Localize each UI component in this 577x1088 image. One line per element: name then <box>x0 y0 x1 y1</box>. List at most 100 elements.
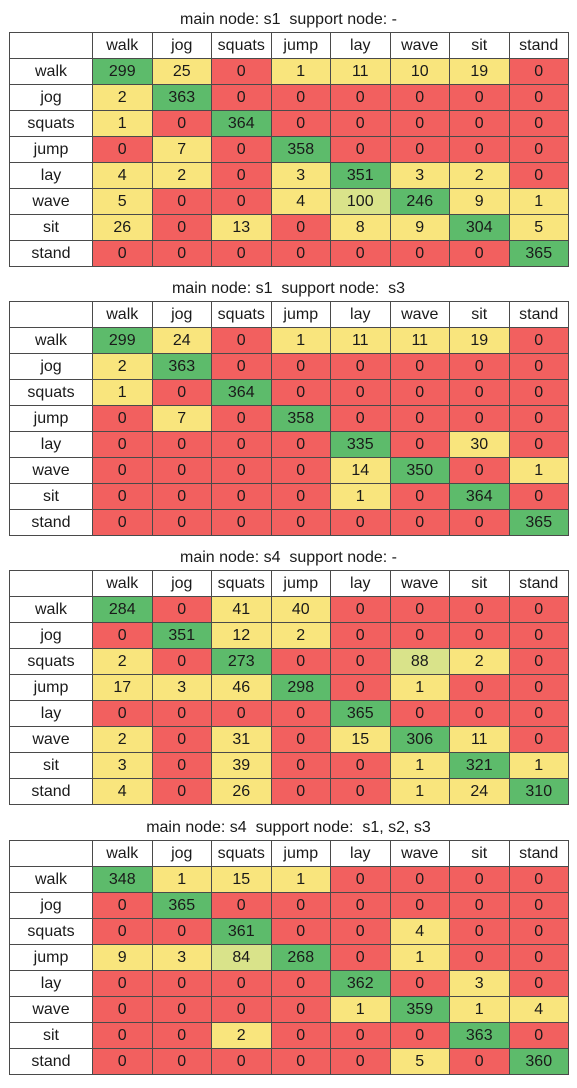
matrix-cell: 8 <box>330 214 391 241</box>
matrix-cell: 0 <box>211 84 272 111</box>
column-header-squats: squats <box>211 32 272 59</box>
table-row: squats 2 0 273 0 0 88 2 0 <box>9 648 569 675</box>
matrix-cell: 0 <box>92 431 153 458</box>
matrix-cell: 0 <box>270 996 331 1023</box>
matrix-cell: 0 <box>389 700 450 727</box>
matrix-title: main node: s1 support node: - <box>179 11 398 28</box>
matrix-cell: 0 <box>211 327 272 354</box>
matrix-cell: 358 <box>270 136 331 163</box>
matrix-cell: 0 <box>151 188 212 215</box>
table-row: walk 299 25 0 1 11 10 19 0 <box>9 58 569 85</box>
matrix-cell: 0 <box>508 622 569 649</box>
column-header-walk: walk <box>92 570 153 597</box>
matrix-cell: 0 <box>151 1048 212 1075</box>
matrix-cell: 298 <box>270 674 331 701</box>
matrix-cell: 4 <box>508 996 569 1023</box>
matrix-cell: 9 <box>92 944 153 971</box>
matrix-cell: 0 <box>330 944 391 971</box>
matrix-cell: 3 <box>389 162 450 189</box>
table-row: squats 0 0 361 0 0 4 0 0 <box>9 918 569 945</box>
matrix-cell: 364 <box>211 110 272 137</box>
row-header-wave: wave <box>9 726 93 753</box>
row-header-jog: jog <box>9 353 93 380</box>
matrix-cell: 0 <box>508 353 569 380</box>
table-row: stand 0 0 0 0 0 5 0 360 <box>9 1048 569 1075</box>
row-header-stand: stand <box>9 778 93 805</box>
matrix-cell: 0 <box>211 1048 272 1075</box>
matrix-cell: 0 <box>508 596 569 623</box>
row-header-wave: wave <box>9 188 93 215</box>
matrix-cell: 0 <box>92 970 153 997</box>
matrix-cell: 9 <box>449 188 510 215</box>
matrix-cell: 0 <box>508 892 569 919</box>
matrix-cell: 0 <box>211 892 272 919</box>
table-row: stand 4 0 26 0 0 1 24 310 <box>9 778 569 805</box>
row-header-jog: jog <box>9 622 93 649</box>
column-header-sit: sit <box>449 840 510 867</box>
table-row: wave 5 0 0 4 100 246 9 1 <box>9 188 569 215</box>
table-row: lay 4 2 0 3 351 3 2 0 <box>9 162 569 189</box>
matrix-cell: 0 <box>449 84 510 111</box>
matrix-cell: 0 <box>211 58 272 85</box>
matrix-cell: 350 <box>389 457 450 484</box>
matrix-cell: 13 <box>211 214 272 241</box>
table-row: sit 0 0 2 0 0 0 363 0 <box>9 1022 569 1049</box>
matrix-cell: 363 <box>151 84 212 111</box>
matrix-cell: 15 <box>211 866 272 893</box>
matrix-cell: 299 <box>92 327 153 354</box>
table-row: wave 0 0 0 0 14 350 0 1 <box>9 457 569 484</box>
table-row: jog 2 363 0 0 0 0 0 0 <box>9 353 569 380</box>
confusion-matrix-1: main node: s1 support node: - walk jog squa… <box>9 8 569 267</box>
table-row: walk 348 1 15 1 0 0 0 0 <box>9 866 569 893</box>
matrix-cell: 0 <box>330 918 391 945</box>
matrix-cell: 0 <box>330 778 391 805</box>
matrix-cell: 1 <box>92 379 153 406</box>
table-row: squats 1 0 364 0 0 0 0 0 <box>9 379 569 406</box>
row-header-wave: wave <box>9 996 93 1023</box>
matrix-cell: 0 <box>330 866 391 893</box>
matrix-cell: 0 <box>449 353 510 380</box>
matrix-cell: 4 <box>270 188 331 215</box>
matrix-cell: 0 <box>211 353 272 380</box>
matrix-cell: 0 <box>270 918 331 945</box>
matrix-cell: 0 <box>330 110 391 137</box>
column-header-stand: stand <box>508 301 569 328</box>
matrix-cell: 0 <box>92 996 153 1023</box>
matrix-cell: 5 <box>92 188 153 215</box>
matrix-cell: 0 <box>508 110 569 137</box>
matrix-cell: 0 <box>151 379 212 406</box>
matrix-cell: 0 <box>389 866 450 893</box>
matrix-cell: 0 <box>151 110 212 137</box>
row-header-sit: sit <box>9 483 93 510</box>
table-row: jog 0 365 0 0 0 0 0 0 <box>9 892 569 919</box>
matrix-cell: 0 <box>92 1048 153 1075</box>
matrix-cell: 5 <box>389 1048 450 1075</box>
matrix-cell: 0 <box>449 405 510 432</box>
matrix-cell: 0 <box>330 674 391 701</box>
matrix-cell: 11 <box>330 58 391 85</box>
column-header-jog: jog <box>151 570 212 597</box>
matrix-cell: 31 <box>211 726 272 753</box>
column-header-jump: jump <box>270 32 331 59</box>
column-header-stand: stand <box>508 570 569 597</box>
matrix-cell: 30 <box>449 431 510 458</box>
matrix-cell: 1 <box>330 483 391 510</box>
matrix-cell: 3 <box>151 944 212 971</box>
column-header-sit: sit <box>449 32 510 59</box>
table-row: sit 26 0 13 0 8 9 304 5 <box>9 214 569 241</box>
header-row: walk jog squats jump lay wave sit stand <box>9 840 569 867</box>
matrix-cell: 1 <box>270 327 331 354</box>
matrix-cell: 0 <box>270 726 331 753</box>
corner-cell <box>9 570 93 597</box>
table-row: lay 0 0 0 0 362 0 3 0 <box>9 970 569 997</box>
matrix-table: walk jog squats jump lay wave sit stand walk 348 1… <box>9 840 569 1075</box>
matrix-cell: 26 <box>92 214 153 241</box>
column-header-walk: walk <box>92 301 153 328</box>
matrix-cell: 1 <box>151 866 212 893</box>
matrix-cell: 0 <box>389 353 450 380</box>
matrix-cell: 0 <box>330 648 391 675</box>
matrix-cell: 0 <box>389 622 450 649</box>
matrix-cell: 88 <box>389 648 450 675</box>
row-header-squats: squats <box>9 379 93 406</box>
matrix-cell: 351 <box>151 622 212 649</box>
